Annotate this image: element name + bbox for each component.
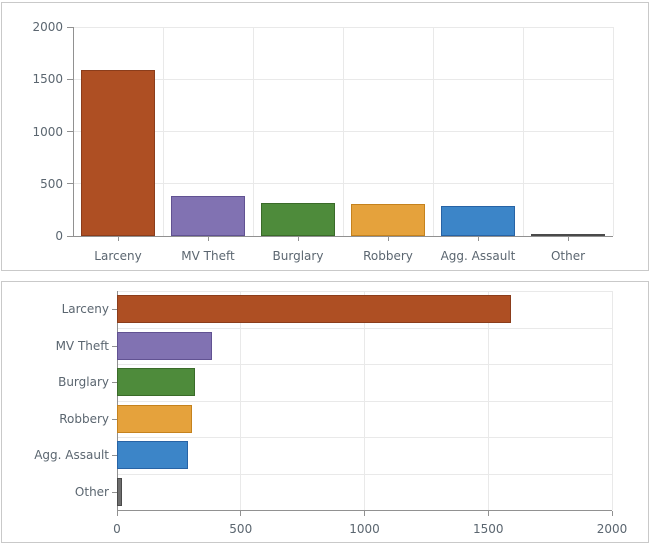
- bar-mv-theft: [117, 331, 212, 360]
- x-axis-tick: [388, 237, 389, 241]
- category-gridline: [163, 27, 164, 236]
- y-axis-tick-label: 2000: [32, 20, 63, 34]
- category-label-agg-assault: Agg. Assault: [34, 448, 109, 463]
- x-axis-tick: [487, 511, 489, 516]
- bar-burglary: [117, 368, 195, 397]
- vertical-bar-chart-panel: 0 500 1000 1500 2000 Larceny MV Theft Burglary R…: [1, 2, 649, 271]
- y-axis-tick: [67, 78, 73, 80]
- x-axis-line: [73, 236, 613, 237]
- x-axis-tick: [298, 237, 299, 241]
- category-label-other: Other: [550, 249, 586, 263]
- bar-agg-assault: [117, 441, 188, 470]
- x-axis-tick: [364, 511, 365, 516]
- category-gridline: [253, 27, 254, 236]
- y-axis-tick: [67, 235, 73, 237]
- bar-robbery: [117, 404, 192, 433]
- x-axis-tick: [568, 237, 569, 241]
- x-axis-tick: [611, 511, 613, 516]
- category-label-mv-theft: MV Theft: [55, 338, 109, 353]
- x-axis-tick: [240, 511, 242, 516]
- y-axis-tick: [67, 26, 73, 28]
- y-axis-tick: [112, 491, 117, 493]
- y-axis-tick: [67, 183, 73, 185]
- y-axis-tick-label: 500: [40, 176, 63, 191]
- bar-robbery: [351, 204, 425, 236]
- category-gridline: [117, 437, 612, 438]
- bar-other: [531, 234, 605, 236]
- bar-mv-theft: [171, 196, 245, 236]
- bar-agg-assault: [441, 206, 515, 236]
- y-axis-tick-label: 1500: [32, 72, 63, 87]
- category-label-larceny: Larceny: [61, 302, 109, 317]
- x-axis-tick-label: 2000: [596, 522, 628, 536]
- x-axis-tick-label: 500: [229, 522, 253, 536]
- category-label-robbery: Robbery: [59, 411, 109, 426]
- category-gridline: [117, 327, 612, 329]
- bar-larceny: [117, 295, 511, 324]
- x-axis-line: [117, 510, 612, 511]
- category-gridline: [117, 400, 612, 402]
- bar-larceny: [81, 70, 155, 236]
- category-gridline: [117, 291, 612, 292]
- category-label-burglary: Burglary: [58, 375, 109, 390]
- x-axis-tick: [208, 237, 209, 241]
- category-gridline: [117, 473, 612, 475]
- bar-burglary: [261, 203, 335, 236]
- category-label-other: Other: [74, 484, 109, 499]
- y-axis-tick: [112, 309, 117, 311]
- category-label-mv-theft: MV Theft: [181, 249, 235, 263]
- category-label-burglary: Burglary: [272, 249, 324, 263]
- category-label-larceny: Larceny: [94, 249, 142, 263]
- category-gridline: [433, 27, 434, 236]
- y-axis-tick: [112, 382, 117, 384]
- category-gridline: [613, 27, 614, 236]
- category-gridline: [343, 27, 344, 236]
- category-label-robbery: Robbery: [363, 249, 413, 263]
- x-axis-tick: [118, 237, 119, 241]
- x-axis-tick: [478, 237, 479, 241]
- x-axis-tick-label: 0: [113, 522, 121, 536]
- y-axis-tick: [67, 131, 73, 132]
- bar-other: [117, 477, 122, 506]
- y-axis-line: [73, 27, 74, 236]
- category-gridline: [117, 364, 612, 365]
- x-axis-tick: [116, 511, 118, 516]
- y-axis-tick-label: 1000: [32, 124, 63, 139]
- category-gridline: [523, 27, 524, 236]
- y-axis-tick: [112, 455, 117, 457]
- category-label-agg-assault: Agg. Assault: [440, 249, 516, 263]
- x-axis-tick-label: 1500: [472, 522, 504, 536]
- y-axis-line: [117, 291, 118, 510]
- y-axis-tick-label: 0: [55, 229, 63, 243]
- value-gridline: [611, 291, 613, 510]
- horizontal-bar-chart-panel: 0 500 1000 1500 2000 Larceny MV Theft Burglary R…: [1, 281, 649, 543]
- x-axis-tick-label: 1000: [349, 522, 380, 536]
- y-axis-tick: [112, 418, 117, 420]
- y-axis-tick: [112, 345, 117, 347]
